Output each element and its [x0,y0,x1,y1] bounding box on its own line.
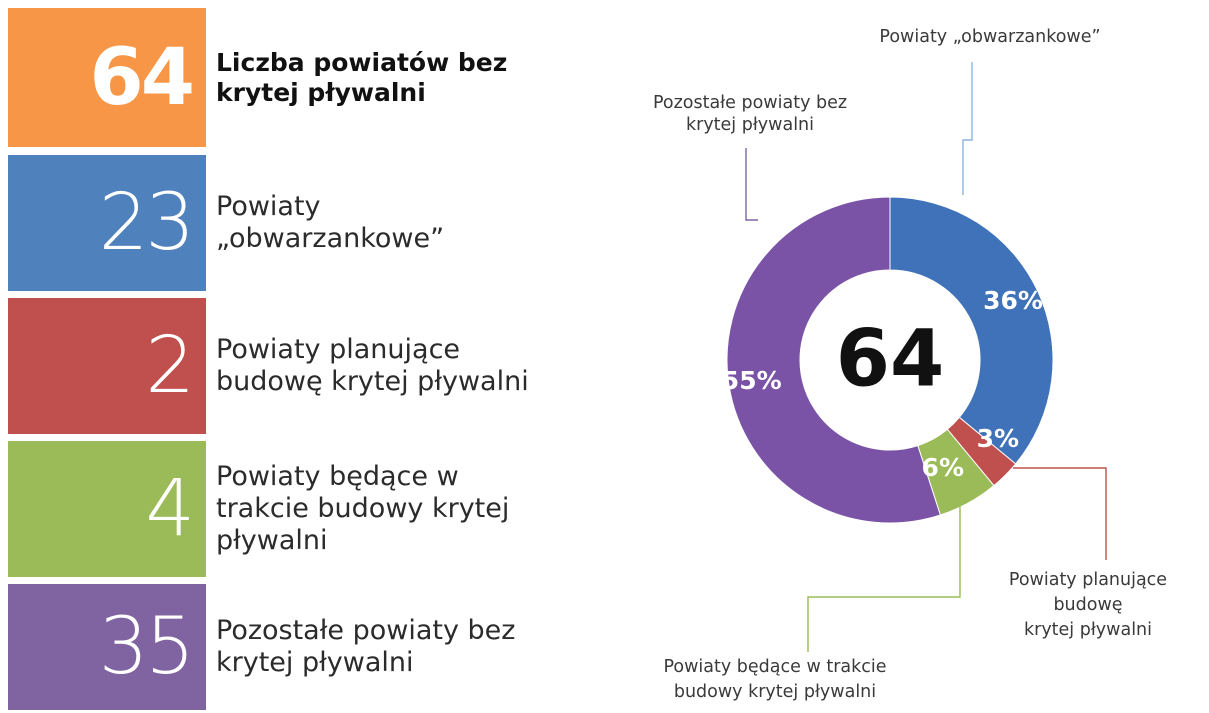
donut-slice-3 [726,196,942,524]
callout-text-0-0: Powiaty „obwarzankowe” [879,27,1100,47]
stat-row-w-budowie: 4 Powiaty będące w trakcie budowy krytej… [0,441,590,577]
stat-row-total: 64 Liczba powiatów bez krytej pływalni [0,8,590,147]
stat-label: Powiaty „obwarzankowe” [216,191,445,254]
slice-label-2: 6% [922,453,964,482]
donut-chart: 36% 3% 6% 55% 64 Powiaty „obwarzankowe” Powiat… [653,27,1167,702]
stat-value-box: 64 [8,8,206,147]
stat-value: 4 [145,464,195,554]
stat-value: 2 [145,321,195,411]
callout-text-3-0: Pozostałe powiaty bez [653,93,847,113]
stat-value: 64 [89,32,195,123]
stat-value-box: 4 [8,441,206,577]
callout-line-3 [745,148,758,221]
callout-text-1-1: budowę [1053,595,1122,615]
callout-line-1 [1013,467,1107,560]
donut-chart-area: 36% 3% 6% 55% 64 Powiaty „obwarzankowe” Powiat… [590,0,1209,713]
callout-text-1-2: krytej pływalni [1024,620,1152,640]
callout-text-1-0: Powiaty planujące [1009,570,1167,590]
stats-panel: 64 Liczba powiatów bez krytej pływalni 2… [0,0,590,713]
callout-text-2-1: budowy krytej pływalni [674,682,876,702]
stat-row-pozostale: 35 Pozostałe powiaty bez krytej pływalni [0,584,590,710]
stat-row-obwarzankowe: 23 Powiaty „obwarzankowe” [0,155,590,291]
stat-label: Powiaty będące w trakcie budowy krytej p… [216,461,510,556]
stat-label: Liczba powiatów bez krytej pływalni [216,48,508,107]
callout-text-3-1: krytej pływalni [686,115,814,135]
donut-center-value: 64 [836,314,945,404]
stat-value-box: 2 [8,298,206,434]
stat-value-box: 35 [8,584,206,710]
stat-label: Powiaty planujące budowę krytej pływalni [216,334,529,397]
stat-value: 35 [98,602,195,692]
stat-label: Pozostałe powiaty bez krytej pływalni [216,615,516,678]
slice-label-1: 3% [977,424,1019,453]
slice-label-3: 55% [722,366,782,395]
callout-line-0 [962,62,973,195]
slice-label-0: 36% [983,286,1043,315]
callout-text-2-0: Powiaty będące w trakcie [663,657,886,677]
stat-value-box: 23 [8,155,206,291]
stat-row-planujace: 2 Powiaty planujące budowę krytej pływal… [0,298,590,434]
callout-line-2 [807,500,961,652]
donut-slice-0 [889,196,1054,465]
stat-value: 23 [98,178,195,268]
